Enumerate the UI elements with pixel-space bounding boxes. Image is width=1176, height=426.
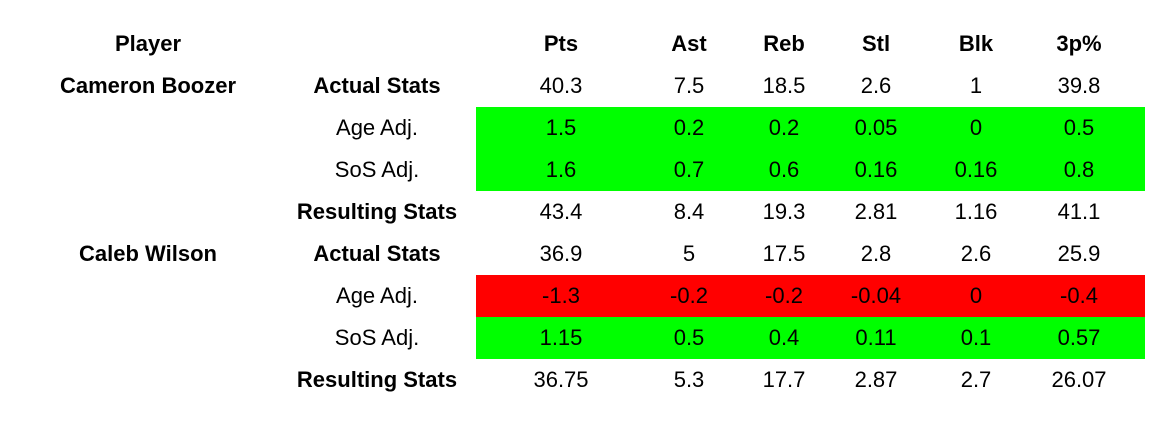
- stat-value: 2.6: [860, 73, 892, 98]
- stat-value: -0.2: [670, 283, 708, 308]
- stat-value: 1: [969, 73, 983, 98]
- stat-value: 0.8: [1063, 157, 1095, 182]
- header-stat: Reb: [763, 31, 805, 56]
- stat-value: 40.3: [539, 73, 583, 98]
- stat-value: 36.9: [539, 241, 583, 266]
- stat-value: 19.3: [762, 199, 806, 224]
- row-label: Actual Stats: [313, 241, 441, 266]
- stat-value: 0.05: [854, 115, 898, 140]
- stat-value: 5: [682, 241, 696, 266]
- stat-value: 41.1: [1057, 199, 1101, 224]
- row-label: SoS Adj.: [334, 325, 420, 350]
- row-highlight: [476, 149, 1145, 191]
- row-label: Age Adj.: [336, 283, 418, 308]
- stat-value: 2.87: [854, 367, 898, 392]
- stat-value: 0: [969, 283, 983, 308]
- stat-value: -0.04: [850, 283, 902, 308]
- stat-value: 1.16: [954, 199, 998, 224]
- stat-value: 5.3: [673, 367, 705, 392]
- stat-value: 1.5: [545, 115, 577, 140]
- stat-value: 0.7: [673, 157, 705, 182]
- header-stat: 3p%: [1056, 31, 1102, 56]
- stat-value: 0: [969, 115, 983, 140]
- stat-value: 39.8: [1057, 73, 1101, 98]
- row-highlight: [476, 317, 1145, 359]
- stat-value: 2.81: [854, 199, 898, 224]
- stat-value: 0.5: [673, 325, 705, 350]
- stat-value: 18.5: [762, 73, 806, 98]
- stat-value: -0.2: [765, 283, 803, 308]
- stat-value: 0.11: [855, 325, 897, 350]
- stat-value: 7.5: [673, 73, 705, 98]
- stat-value: 1.15: [539, 325, 583, 350]
- header-player: Player: [114, 31, 182, 56]
- stat-value: 0.16: [954, 157, 998, 182]
- stat-value: 0.2: [768, 115, 800, 140]
- header-stat: Blk: [958, 31, 994, 56]
- stat-value: 26.07: [1051, 367, 1107, 392]
- stat-value: 0.57: [1057, 325, 1101, 350]
- row-label: Actual Stats: [313, 73, 441, 98]
- stat-value: 17.5: [762, 241, 806, 266]
- row-highlight: [476, 275, 1145, 317]
- stat-value: 2.8: [860, 241, 892, 266]
- stat-value: 36.75: [533, 367, 589, 392]
- row-label: Age Adj.: [336, 115, 418, 140]
- row-label: Resulting Stats: [296, 199, 458, 224]
- stat-value: 0.2: [673, 115, 705, 140]
- player-name: Cameron Boozer: [59, 73, 237, 98]
- header-stat: Ast: [671, 31, 707, 56]
- stat-value: 2.7: [960, 367, 992, 392]
- header-stat: Pts: [543, 31, 579, 56]
- row-label: Resulting Stats: [296, 367, 458, 392]
- row-highlight: [476, 107, 1145, 149]
- stat-value: 0.1: [960, 325, 992, 350]
- stat-value: 0.16: [854, 157, 898, 182]
- stat-value: 8.4: [673, 199, 705, 224]
- header-stat: Stl: [861, 31, 891, 56]
- stat-value: 0.4: [768, 325, 800, 350]
- stat-value: 1.6: [545, 157, 577, 182]
- stat-value: -1.3: [542, 283, 580, 308]
- stat-value: 2.6: [960, 241, 992, 266]
- row-label: SoS Adj.: [334, 157, 420, 182]
- stat-value: 43.4: [539, 199, 583, 224]
- stat-value: 0.6: [768, 157, 800, 182]
- stat-value: 17.7: [762, 367, 806, 392]
- stat-value: 0.5: [1063, 115, 1095, 140]
- player-name: Caleb Wilson: [79, 241, 217, 266]
- stat-value: 25.9: [1057, 241, 1101, 266]
- stat-value: -0.4: [1060, 283, 1098, 308]
